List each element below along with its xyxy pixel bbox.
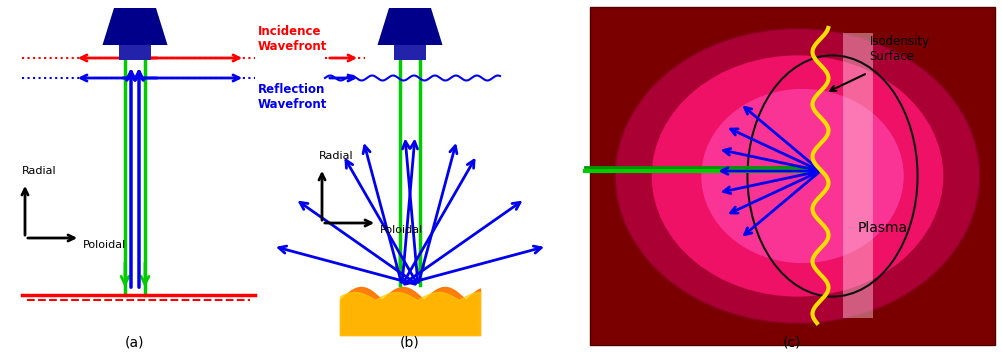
Text: (b): (b) [400, 335, 420, 349]
Text: Radial: Radial [319, 151, 354, 161]
Text: Plasma: Plasma [858, 221, 908, 235]
Ellipse shape [701, 89, 904, 263]
Polygon shape [378, 8, 443, 45]
Text: Isodensity
Surface: Isodensity Surface [870, 35, 930, 63]
Text: Radial: Radial [22, 166, 57, 176]
Bar [119, 45, 151, 60]
Text: Poloidal: Poloidal [380, 225, 423, 235]
Text: Poloidal: Poloidal [83, 240, 126, 250]
Ellipse shape [651, 55, 943, 297]
Text: Reflection
Wavefront: Reflection Wavefront [258, 83, 328, 111]
Polygon shape [102, 8, 167, 45]
Bar [590, 7, 995, 345]
Bar [843, 33, 873, 318]
Ellipse shape [615, 29, 980, 323]
Text: Incidence
Wavefront: Incidence Wavefront [258, 25, 328, 53]
Text: (c): (c) [784, 335, 802, 349]
Bar [394, 45, 426, 60]
Text: (a): (a) [125, 335, 144, 349]
